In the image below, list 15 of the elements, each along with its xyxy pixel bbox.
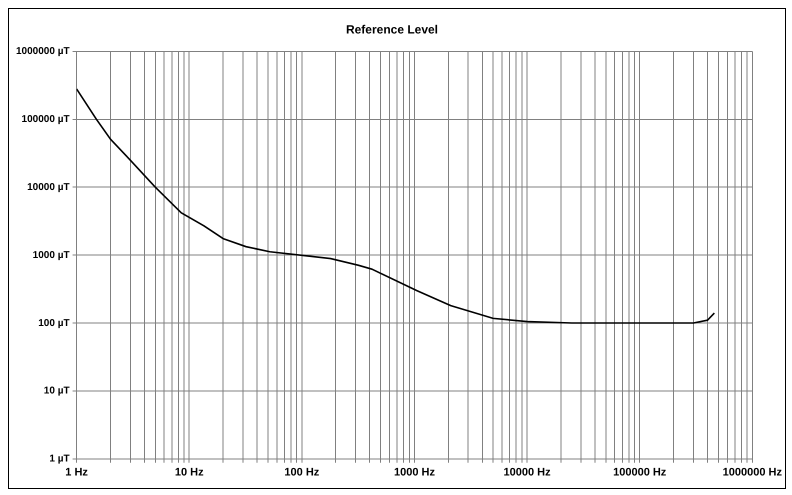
chart-title: Reference Level xyxy=(346,22,438,37)
y-tick-label: 100 µT xyxy=(38,318,70,329)
x-tick-label: 10000 Hz xyxy=(504,466,552,478)
y-tick-label: 1000000 µT xyxy=(16,46,70,58)
x-tick-label: 1000 Hz xyxy=(394,466,436,478)
x-tick-label: 1 Hz xyxy=(65,466,88,478)
x-tick-label: 100 Hz xyxy=(284,466,320,478)
y-tick-label: 1000 µT xyxy=(32,250,70,261)
y-tick-label: 100000 µT xyxy=(22,114,70,126)
x-tick-label: 100000 Hz xyxy=(613,466,667,478)
y-tick-label: 10000 µT xyxy=(27,182,70,193)
x-tick-label: 10 Hz xyxy=(174,466,204,478)
y-tick-label: 1 µT xyxy=(49,454,70,465)
y-tick-label: 10 µT xyxy=(44,386,70,397)
x-tick-label: 1000000 Hz xyxy=(722,466,782,478)
